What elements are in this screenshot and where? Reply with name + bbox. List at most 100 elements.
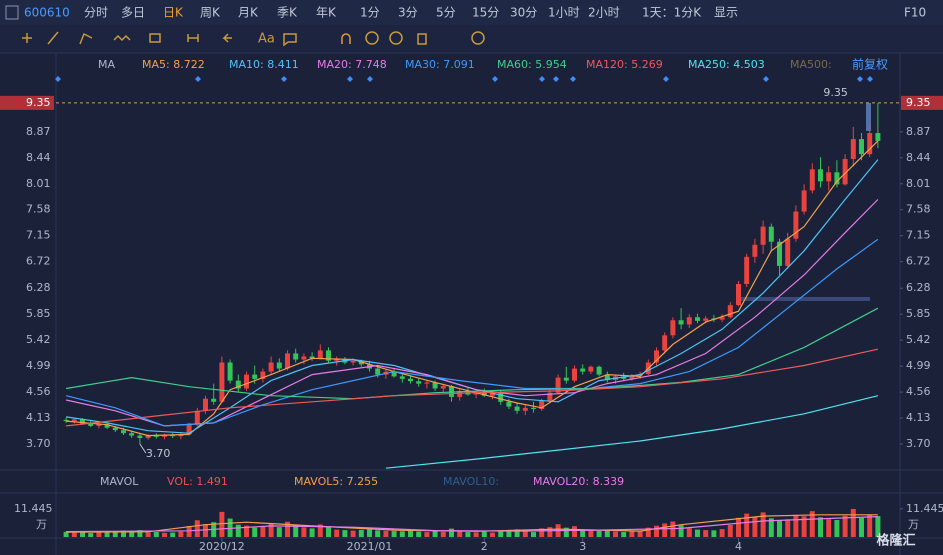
volume-bar: [170, 532, 176, 537]
volume-bar: [129, 531, 135, 537]
volume-bar: [490, 532, 495, 537]
candle-body: [801, 190, 807, 212]
y-tick-label: 5.42: [26, 333, 51, 346]
polyline-tool[interactable]: [79, 32, 93, 45]
event-marker: [553, 76, 559, 82]
wave-tool[interactable]: [113, 34, 131, 42]
y-tick-label: 8.87: [906, 125, 931, 138]
event-marker: [492, 76, 498, 82]
volume-bar: [514, 529, 520, 537]
event-marker: [570, 76, 576, 82]
candle-body: [670, 320, 676, 336]
hide-tool[interactable]: [389, 31, 403, 45]
candle-body: [211, 398, 217, 402]
arrow-tool[interactable]: [222, 33, 232, 43]
toolbar-item[interactable]: 30分: [510, 6, 537, 20]
ma-line: [66, 348, 879, 427]
toolbar-item[interactable]: 日K: [163, 6, 184, 20]
delete-tool[interactable]: [417, 33, 427, 45]
candle-body: [416, 381, 422, 384]
toolbar-item[interactable]: 3分: [398, 6, 418, 20]
volume-bar: [457, 531, 463, 537]
rect-tool[interactable]: [149, 33, 161, 43]
volume-bar: [416, 531, 422, 537]
range-tool[interactable]: [187, 34, 199, 42]
y-tick-label: 7.58: [906, 203, 931, 216]
volume-bar: [112, 531, 118, 537]
lock-tool[interactable]: [365, 31, 379, 45]
volume-bar: [613, 531, 618, 537]
event-marker: [857, 76, 863, 82]
toolbar-item[interactable]: 15分: [472, 6, 499, 20]
volume-bar: [654, 525, 659, 537]
volume-bar: [63, 531, 69, 537]
volume-bar: [588, 530, 594, 537]
candle-body: [96, 424, 102, 426]
toolbar-item[interactable]: 600610: [24, 6, 70, 20]
last-price-label: 9.35: [26, 96, 51, 109]
toolbar-item[interactable]: 1分: [360, 6, 380, 20]
volume-bar: [850, 508, 856, 537]
candle-body: [276, 362, 282, 369]
toolbar-item[interactable]: F10: [904, 6, 926, 20]
volume-bar: [547, 527, 553, 537]
volume-bar: [621, 532, 627, 537]
panel-icon[interactable]: [5, 5, 19, 20]
volume-bar: [736, 517, 741, 537]
legend-entry: MA10: 8.411: [229, 58, 299, 71]
y-tick-label: 6.72: [906, 255, 931, 268]
candle-body: [768, 226, 774, 242]
toolbar-item[interactable]: 2小时: [588, 6, 620, 20]
magnet-tool[interactable]: [341, 33, 351, 44]
volume-bar: [375, 530, 381, 537]
toolbar-item[interactable]: 显示: [714, 6, 738, 20]
volume-bar: [842, 515, 848, 537]
toolbar-item[interactable]: 月K: [238, 6, 259, 20]
toolbar-item[interactable]: 周K: [200, 6, 221, 20]
y-tick-label: 5.85: [26, 307, 51, 320]
toolbar-item[interactable]: 多日: [121, 6, 145, 20]
toolbar-item[interactable]: 5分: [436, 6, 456, 20]
low-label: 3.70: [146, 447, 171, 460]
ma-line: [385, 395, 879, 469]
price-marker: [866, 103, 871, 131]
toolbar-item[interactable]: 季K: [277, 6, 298, 20]
candle-body: [826, 172, 832, 182]
y-tick-label: 8.44: [26, 151, 51, 164]
line-tool[interactable]: [47, 31, 59, 45]
candle-body: [88, 423, 94, 426]
legend-entry: MA30: 7.091: [405, 58, 475, 71]
settings-tool[interactable]: [471, 31, 485, 45]
toolbar-item[interactable]: 1天：1分K: [642, 6, 702, 20]
candle-body: [203, 398, 208, 411]
volume-bar: [818, 517, 823, 537]
toolbar-item[interactable]: 分时: [84, 6, 108, 20]
y-tick-label: 7.15: [26, 229, 51, 242]
adjust-button[interactable]: 前复权: [852, 57, 888, 72]
volume-bar: [235, 524, 241, 537]
volume-bar: [727, 524, 733, 537]
candle-body: [145, 435, 151, 438]
volume-bar: [498, 530, 504, 537]
text-tool[interactable]: Aa: [258, 32, 275, 47]
note-tool[interactable]: [283, 33, 297, 47]
candle-body: [563, 377, 569, 381]
move-tool[interactable]: [22, 33, 32, 43]
toolbar-item[interactable]: 1小时: [548, 6, 580, 20]
volume-bar: [334, 529, 340, 537]
candle-body: [727, 305, 733, 318]
volume-bar: [260, 526, 266, 537]
volume-bar: [350, 530, 356, 537]
y-tick-label: 11.445: [14, 502, 53, 515]
candle-body: [424, 382, 430, 384]
event-marker: [347, 76, 353, 82]
volume-bar: [71, 532, 77, 537]
candle-body: [194, 410, 200, 425]
volume-bar: [358, 529, 364, 537]
y-tick-label: 6.28: [906, 281, 931, 294]
legend-entry: VOL: 1.491: [167, 475, 228, 488]
toolbar-item[interactable]: 年K: [316, 6, 337, 20]
volume-bar: [522, 531, 528, 537]
volume-bar: [162, 532, 167, 537]
candle-body: [760, 226, 766, 245]
